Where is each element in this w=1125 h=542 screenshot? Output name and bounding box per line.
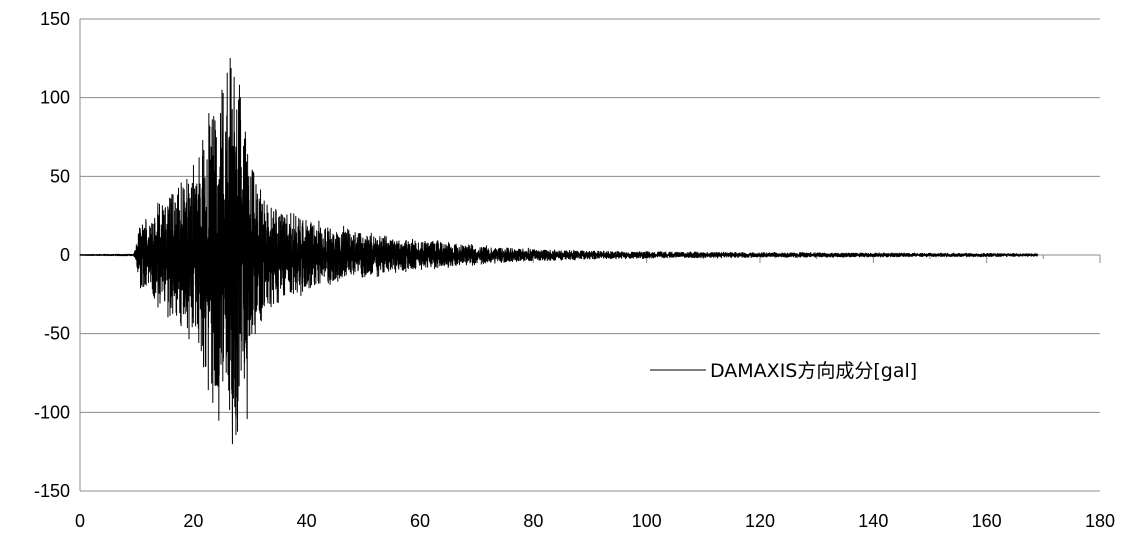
y-tick-label: -50	[44, 324, 70, 344]
x-tick-label: 120	[745, 511, 775, 531]
legend-label: DAMAXIS方向成分[gal]	[710, 360, 917, 382]
x-tick-label: 20	[183, 511, 203, 531]
x-tick-label: 80	[523, 511, 543, 531]
y-tick-label: 50	[50, 166, 70, 186]
x-tick-label: 160	[972, 511, 1002, 531]
x-tick-label: 140	[858, 511, 888, 531]
series-layer	[79, 57, 1039, 445]
x-tick-label: 100	[632, 511, 662, 531]
x-tick-label: 180	[1085, 511, 1115, 531]
x-tick-label: 0	[75, 511, 85, 531]
x-axis-labels: 0 20 40 60 80 100 120 140 160 180	[75, 511, 1115, 531]
y-tick-label: -150	[34, 481, 70, 501]
y-axis-labels: 150 100 50 0 -50 -100 -150	[34, 9, 70, 501]
legend: DAMAXIS方向成分[gal]	[650, 360, 917, 382]
y-tick-label: 100	[40, 88, 70, 108]
y-tick-label: 0	[60, 245, 70, 265]
series-line-damaxis	[79, 57, 1039, 445]
x-tick-label: 40	[297, 511, 317, 531]
y-tick-label: 150	[40, 9, 70, 29]
x-tick-label: 60	[410, 511, 430, 531]
y-tick-label: -100	[34, 402, 70, 422]
